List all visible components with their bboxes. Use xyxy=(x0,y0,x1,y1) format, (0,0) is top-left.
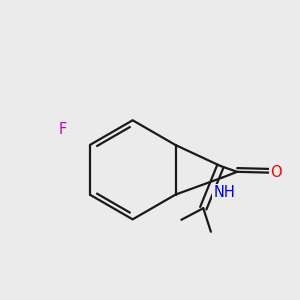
Text: NH: NH xyxy=(213,185,235,200)
Text: F: F xyxy=(59,122,67,137)
Text: O: O xyxy=(270,165,282,180)
